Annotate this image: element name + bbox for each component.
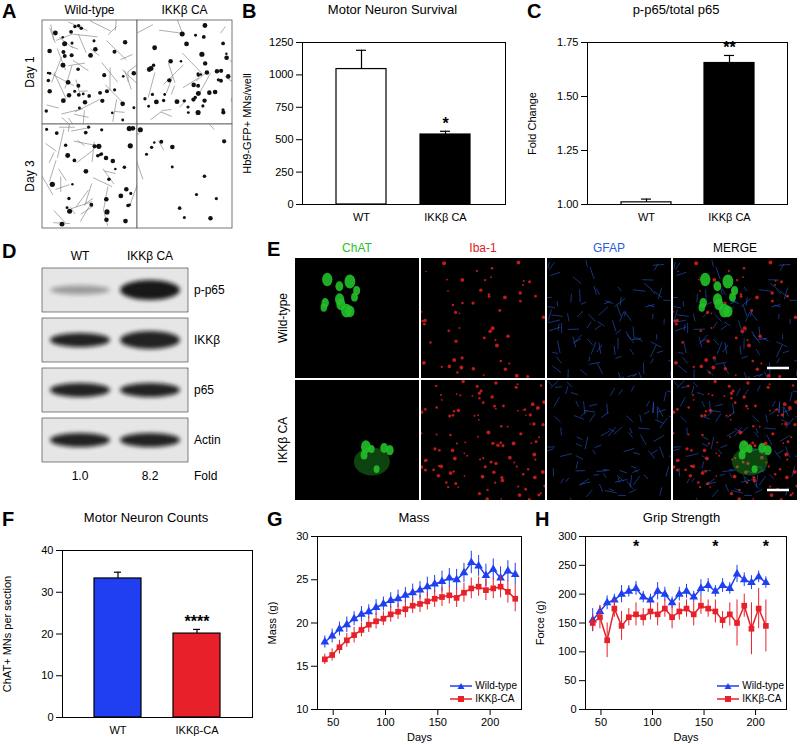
html-text:Mass: Mass	[398, 510, 430, 525]
svg-text:500: 500	[275, 133, 293, 145]
svg-text:25: 25	[296, 573, 308, 585]
html-text:IKKβ-CA: IKKβ-CA	[475, 693, 515, 704]
svg-text:200: 200	[746, 716, 764, 728]
svg-text:*: *	[633, 538, 640, 555]
svg-text:200: 200	[481, 716, 499, 728]
html-text:Grip Strength: Grip Strength	[642, 510, 721, 525]
svg-text:*: *	[442, 115, 449, 132]
svg-text:8.2: 8.2	[142, 469, 159, 483]
svg-text:50: 50	[595, 716, 607, 728]
html-text:IKKβ-CA: IKKβ-CA	[742, 693, 782, 704]
html-text:Motor Neuron Counts: Motor Neuron Counts	[83, 510, 209, 525]
svg-text:250: 250	[275, 166, 293, 178]
html-text:G: G	[267, 508, 283, 530]
html-text:D: D	[2, 240, 17, 262]
svg-text:IKKβ CA: IKKβ CA	[424, 211, 467, 223]
svg-text:200: 200	[558, 588, 576, 600]
svg-text:40: 40	[41, 544, 53, 556]
svg-text:Wild-type: Wild-type	[276, 293, 290, 343]
svg-text:1.25: 1.25	[557, 144, 578, 156]
svg-text:Days: Days	[407, 731, 433, 743]
svg-text:IKKβ-CA: IKKβ-CA	[175, 724, 219, 736]
svg-text:Mass (g): Mass (g)	[266, 602, 278, 645]
svg-text:1250: 1250	[269, 36, 293, 48]
svg-text:30: 30	[41, 586, 53, 598]
svg-text:100: 100	[558, 645, 576, 657]
svg-text:1.00: 1.00	[557, 198, 578, 210]
svg-text:Fold Change: Fold Change	[526, 92, 538, 155]
svg-text:IKKβ CA: IKKβ CA	[161, 3, 207, 17]
svg-text:20: 20	[296, 617, 308, 629]
svg-text:Hb9-GFP+ MNs/well: Hb9-GFP+ MNs/well	[241, 73, 253, 174]
svg-text:Days: Days	[673, 731, 699, 743]
html-text:H: H	[535, 508, 550, 530]
svg-text:WT: WT	[109, 724, 126, 736]
svg-text:10: 10	[41, 669, 53, 681]
svg-text:150: 150	[558, 617, 576, 629]
html-text:Wild-type: Wild-type	[475, 680, 517, 691]
svg-text:*: *	[763, 538, 770, 555]
svg-text:IKKβ CA: IKKβ CA	[708, 211, 751, 223]
html-text:Wild-type: Wild-type	[742, 680, 784, 691]
svg-text:MERGE: MERGE	[713, 241, 757, 255]
svg-text:WT: WT	[638, 211, 655, 223]
svg-text:0: 0	[570, 703, 576, 715]
svg-text:Day 1: Day 1	[23, 56, 37, 88]
svg-text:100: 100	[643, 716, 661, 728]
svg-text:p-p65: p-p65	[194, 283, 225, 297]
svg-text:50: 50	[564, 674, 576, 686]
html-text:E: E	[267, 238, 281, 260]
html-text:C: C	[527, 0, 542, 22]
svg-text:15: 15	[296, 660, 308, 672]
svg-text:IKKβ CA: IKKβ CA	[127, 249, 173, 263]
svg-text:IKKβ: IKKβ	[194, 333, 220, 347]
svg-text:*: *	[712, 538, 719, 555]
html-text:A: A	[2, 0, 17, 22]
svg-text:ChAT: ChAT	[342, 241, 372, 255]
svg-text:250: 250	[558, 559, 576, 571]
svg-text:0: 0	[287, 198, 293, 210]
svg-text:1000: 1000	[269, 68, 293, 80]
svg-text:Iba-1: Iba-1	[469, 241, 497, 255]
svg-text:10: 10	[296, 703, 308, 715]
svg-text:100: 100	[376, 716, 394, 728]
svg-text:****: ****	[185, 613, 211, 630]
svg-text:Force (g): Force (g)	[534, 601, 546, 646]
svg-text:30: 30	[296, 530, 308, 542]
svg-text:GFAP: GFAP	[593, 241, 625, 255]
svg-text:ChAT+ MNs per section: ChAT+ MNs per section	[1, 576, 13, 692]
svg-text:50: 50	[327, 716, 339, 728]
svg-text:1.50: 1.50	[557, 90, 578, 102]
html-text:Motor Neuron Survival: Motor Neuron Survival	[327, 2, 458, 17]
svg-text:1.75: 1.75	[557, 36, 578, 48]
svg-text:150: 150	[695, 716, 713, 728]
svg-text:300: 300	[558, 530, 576, 542]
svg-text:p65: p65	[194, 383, 214, 397]
svg-text:WT: WT	[353, 211, 370, 223]
svg-text:1.0: 1.0	[72, 469, 89, 483]
html-text:F: F	[2, 508, 15, 530]
svg-text:0: 0	[47, 711, 53, 723]
html-text:B: B	[242, 0, 257, 22]
svg-text:Fold: Fold	[194, 469, 217, 483]
svg-text:750: 750	[275, 101, 293, 113]
svg-text:Wild-type: Wild-type	[64, 3, 114, 17]
svg-text:WT: WT	[71, 249, 90, 263]
svg-text:150: 150	[429, 716, 447, 728]
html-text:p-p65/total p65: p-p65/total p65	[632, 2, 720, 17]
svg-text:IKKβ CA: IKKβ CA	[276, 417, 290, 463]
svg-text:Day 3: Day 3	[23, 160, 37, 192]
svg-text:20: 20	[41, 628, 53, 640]
svg-text:Actin: Actin	[194, 433, 221, 447]
